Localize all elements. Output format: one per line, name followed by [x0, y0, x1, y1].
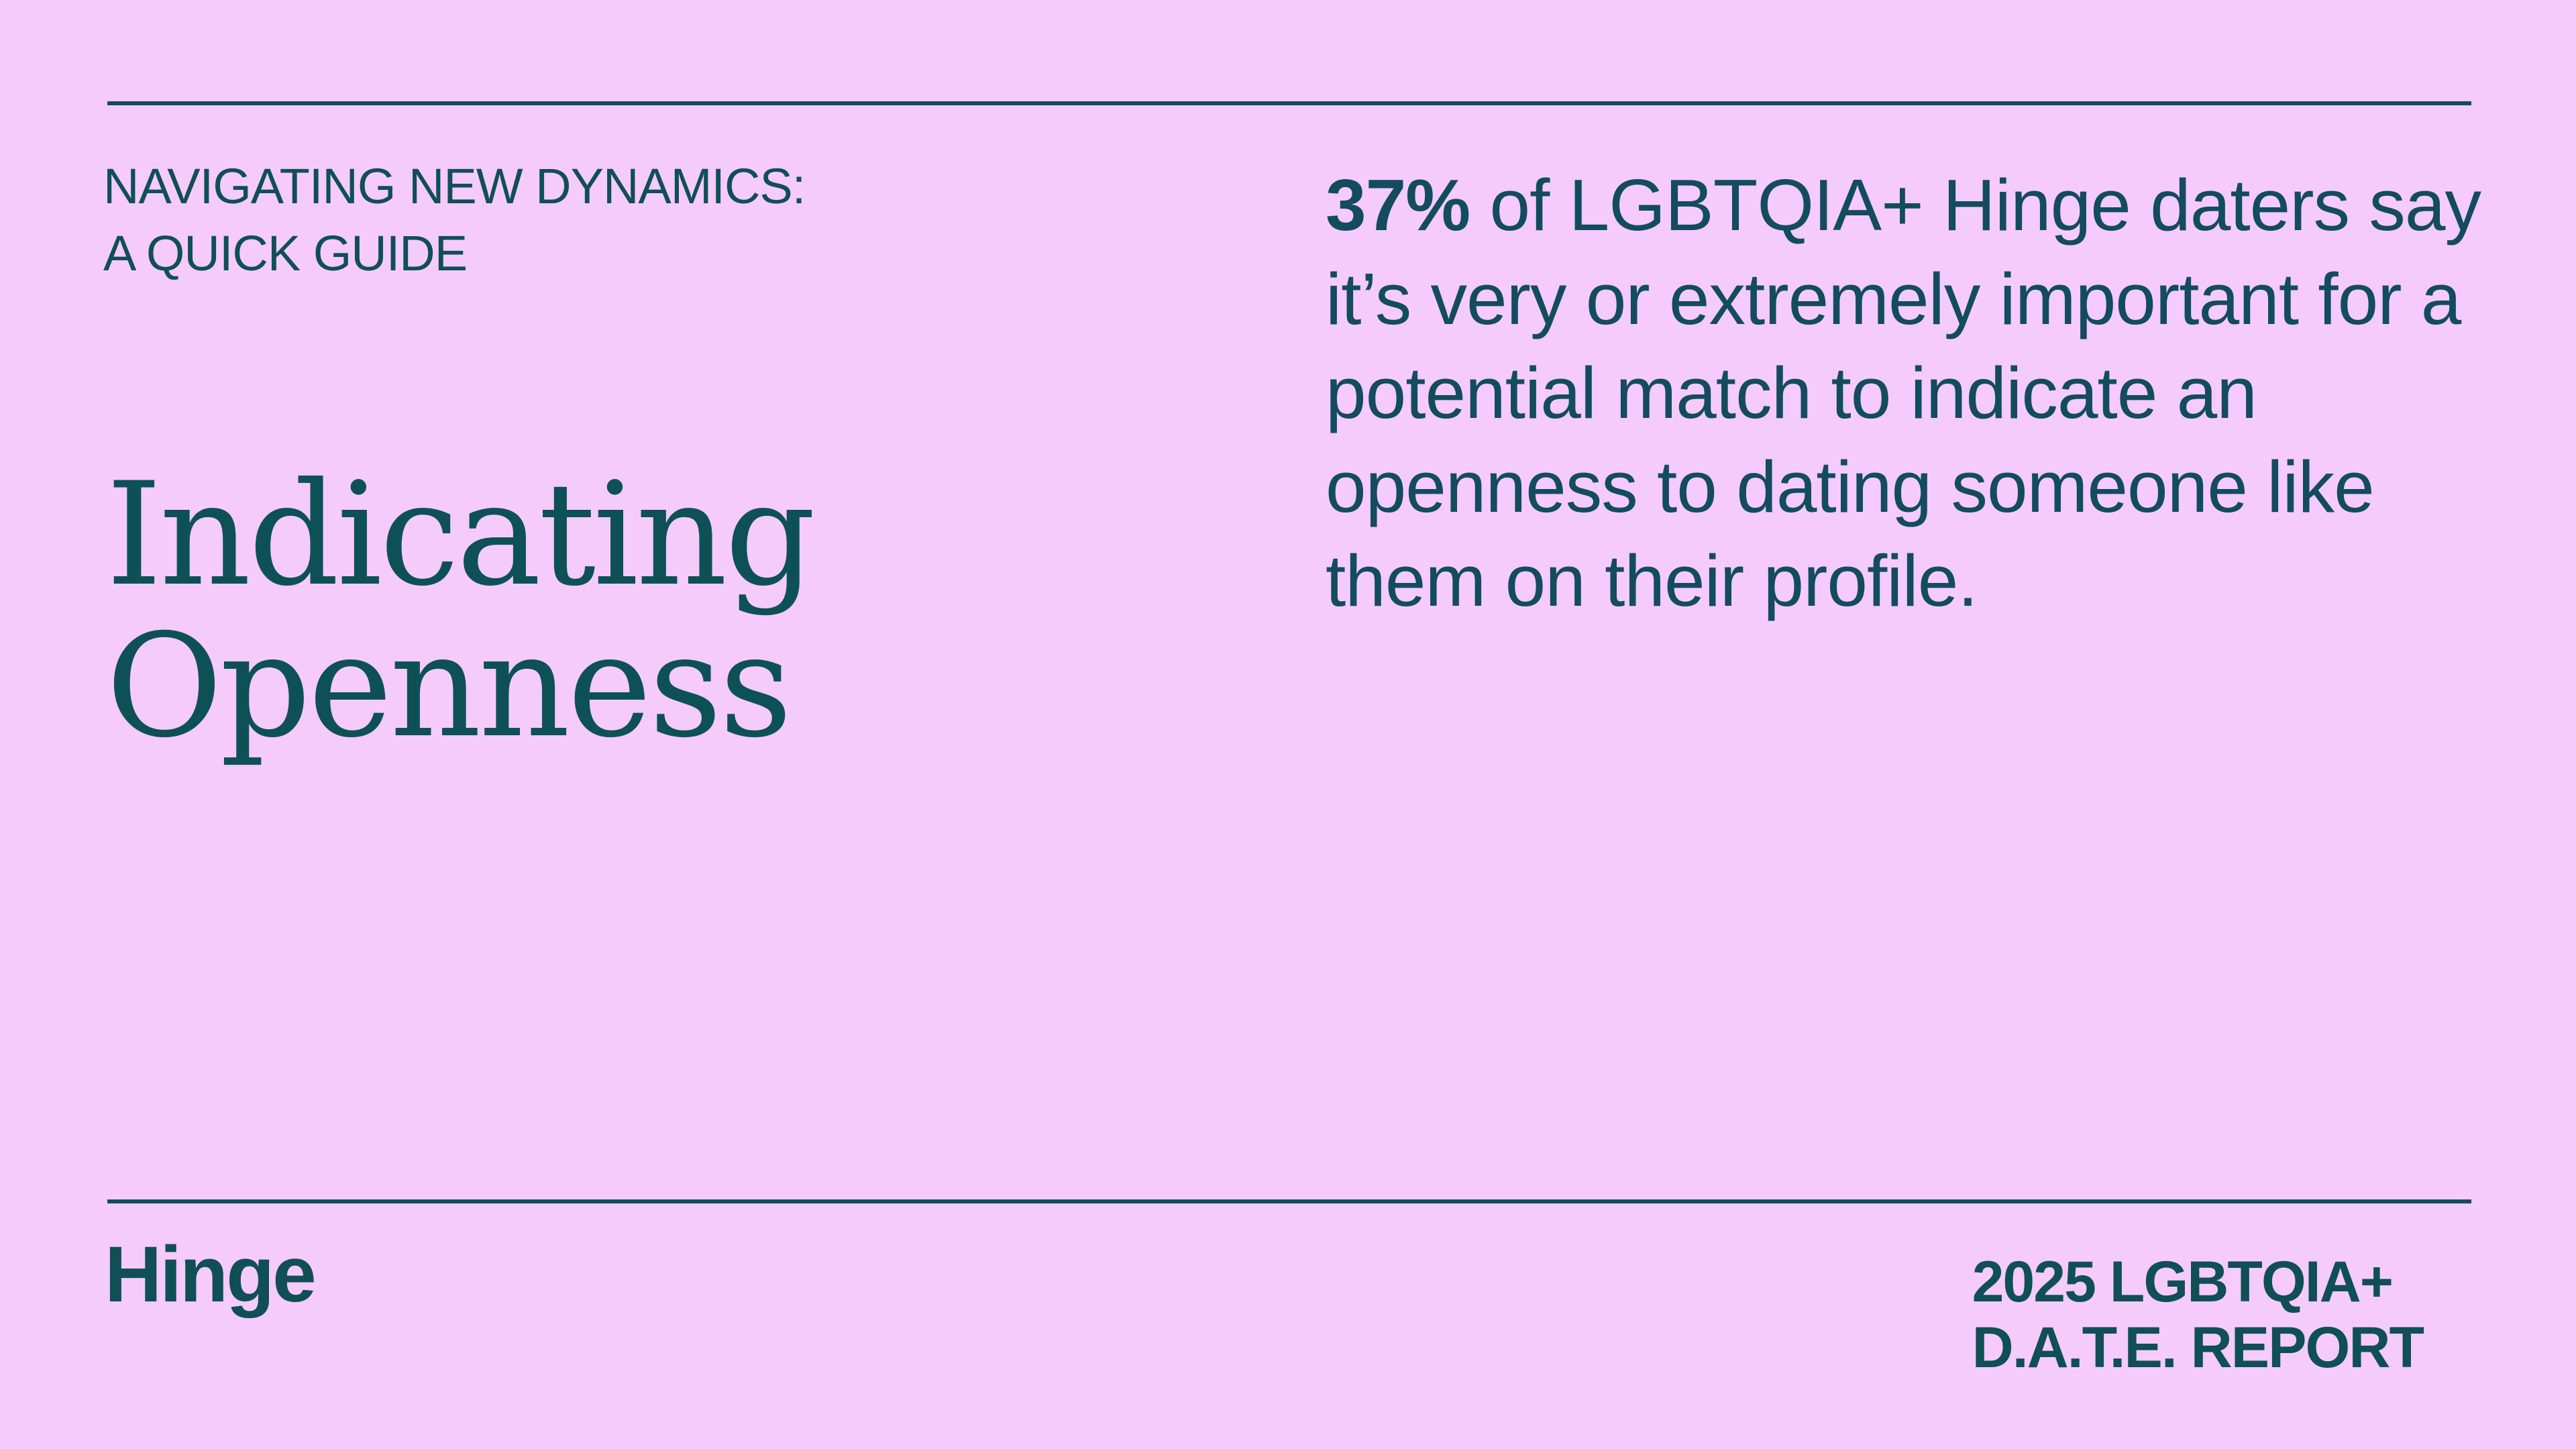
report-label: 2025 LGBTQIA+ D.A.T.E. REPORT	[1972, 1249, 2424, 1381]
page-title: Indicating Openness	[106, 451, 816, 769]
top-divider	[107, 101, 2471, 105]
statistic-number: 37%	[1326, 164, 1470, 246]
section-eyebrow: NAVIGATING NEW DYNAMICS: A QUICK GUIDE	[103, 153, 806, 287]
report-line-1: 2025 LGBTQIA+	[1972, 1250, 2394, 1314]
title-line-2: Openness	[106, 603, 792, 769]
bottom-divider	[107, 1199, 2471, 1203]
statistic-paragraph: 37% of LGBTQIA+ Hinge daters say it’s ve…	[1326, 158, 2506, 628]
eyebrow-line-1: NAVIGATING NEW DYNAMICS:	[103, 158, 806, 214]
statistic-text: of LGBTQIA+ Hinge daters say it’s very o…	[1326, 164, 2481, 622]
report-line-2: D.A.T.E. REPORT	[1972, 1316, 2424, 1380]
title-line-1: Indicating	[106, 451, 816, 617]
eyebrow-line-2: A QUICK GUIDE	[103, 225, 468, 281]
hinge-logo: Hinge	[105, 1230, 317, 1319]
